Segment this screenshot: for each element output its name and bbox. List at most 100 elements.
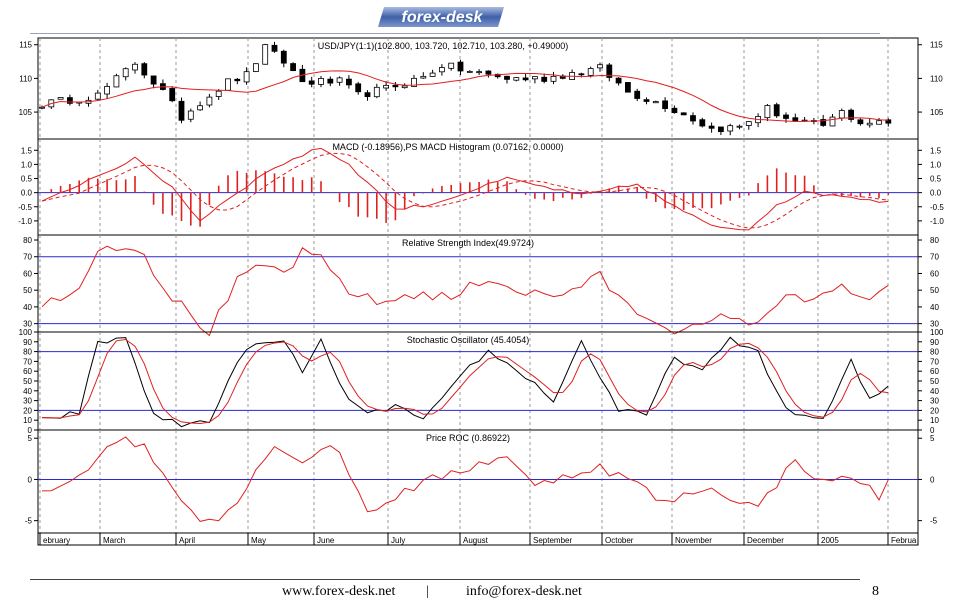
panel-3-title: Relative Strength Index(49.9724) [402,238,534,248]
candle-body [132,63,138,71]
y-tick-label-right: 0.5 [930,175,942,184]
y-tick-label-right: 5 [930,434,935,443]
y-tick-label-left: 105 [19,108,33,117]
candle-body [318,78,324,85]
y-tick-label-right: 1.5 [930,146,942,155]
candle-body [355,83,362,93]
x-axis-label: July [391,536,405,545]
candle-body [104,86,110,95]
y-tick-label-left: 50 [23,377,32,386]
y-tick-label-right: 40 [930,387,939,396]
candle-body [383,84,390,89]
candle-body [578,73,585,76]
candle-body [39,106,45,109]
x-axis-label: ebruary [43,536,70,545]
y-tick-label-left: 110 [19,74,32,83]
y-tick-label-right: 105 [930,108,944,117]
y-tick-label-left: 70 [23,357,32,366]
x-axis-label: June [317,536,335,545]
candle-body [485,70,492,75]
candle-body [122,68,129,78]
candle-body [271,44,278,52]
y-tick-label-left: 80 [23,236,32,245]
page-number: 8 [872,584,879,599]
candle-body [67,97,73,104]
y-tick-label-left: 40 [23,303,32,312]
footer-website[interactable]: www.forex-desk.net [282,584,396,599]
stochastic-d-line [41,338,889,425]
x-axis-band [37,532,919,546]
candle-body [187,110,194,120]
candle-body [206,96,213,106]
candle-body [225,78,231,91]
candle-body [280,50,287,64]
candle-body [652,101,659,104]
candle-body [550,75,557,82]
panel-2-title: MACD (-0.18956),PS MACD Histogram (0.071… [332,142,563,152]
y-tick-label-left: 80 [23,348,32,357]
x-axis-label: October [605,536,634,545]
x-axis-label: April [179,536,195,545]
y-tick-label-right: 80 [930,236,939,245]
y-tick-label-left: 40 [23,387,32,396]
y-tick-label-right: 90 [930,338,939,347]
candle-body [94,92,101,100]
candle-body [606,64,613,78]
candle-body [671,107,678,114]
y-tick-label-left: 30 [23,397,32,406]
footer: www.forex-desk.net | info@forex-desk.net… [0,584,960,600]
y-tick-label-left: 0 [28,426,33,435]
candle-body [829,116,836,127]
y-tick-label-right: 30 [930,397,939,406]
candle-body [234,78,241,82]
x-axis-label: August [463,536,489,545]
y-tick-label-left: 30 [23,320,32,329]
y-tick-label-right: 20 [930,406,939,415]
candle-body [783,114,789,119]
candle-body [141,63,148,76]
y-tick-label-right: -0.5 [930,203,944,212]
y-tick-label-left: 60 [23,367,32,376]
candle-body [169,88,176,102]
footer-email[interactable]: info@forex-desk.net [466,584,582,599]
y-tick-label-right: 0 [930,475,935,484]
candle-body [597,64,603,69]
y-tick-label-right: 0.0 [930,189,942,198]
candle-body [420,75,427,79]
candle-body [680,112,687,116]
y-tick-label-right: 70 [930,253,939,262]
footer-divider [30,579,860,580]
footer-separator: | [426,584,429,599]
y-tick-label-right: 100 [930,328,944,337]
y-tick-label-left: 0 [28,475,33,484]
candle-body [401,85,408,89]
y-tick-label-left: 5 [28,434,33,443]
candle-body [215,90,222,97]
y-tick-label-left: 90 [23,338,32,347]
candle-body [857,119,864,125]
candle-body [820,119,827,126]
candle-body [876,120,882,125]
candle-body [178,100,185,121]
panel-5-frame [37,429,919,534]
macd-line [41,147,889,231]
moving-average-line [41,70,889,123]
candle-body [625,82,631,93]
candle-body [252,63,259,72]
rsi-line [41,245,889,337]
logo-text: forex-desk [402,9,484,26]
y-tick-label-left: 115 [19,41,32,50]
y-tick-label-left: 60 [23,269,32,278]
candle-body [364,92,371,98]
x-axis-label: 2005 [821,536,839,545]
panel-1-title: USD/JPY(1:1)(102.800, 103.720, 102.710, … [318,41,568,51]
y-tick-label-left: 0.0 [21,189,33,198]
y-tick-label-right: 10 [930,416,939,425]
forex-desk-logo: forex-desk [378,5,504,29]
y-tick-label-left: 1.0 [21,160,33,169]
y-tick-label-right: 40 [930,303,939,312]
candle-body [392,84,399,88]
y-tick-label-right: 80 [930,348,939,357]
candle-body [197,105,204,111]
